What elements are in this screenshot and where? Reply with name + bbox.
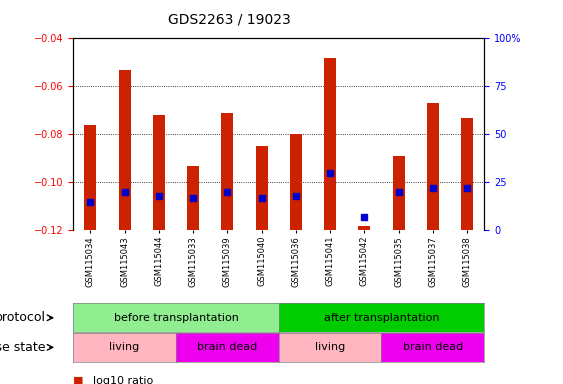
Bar <box>392 156 405 230</box>
Bar <box>256 146 267 230</box>
Text: ■: ■ <box>73 376 84 384</box>
Bar <box>324 58 336 230</box>
Bar <box>221 113 233 230</box>
Bar <box>358 225 370 230</box>
Bar <box>461 118 473 230</box>
Text: GDS2263 / 19023: GDS2263 / 19023 <box>168 13 291 27</box>
Bar <box>84 125 96 230</box>
Bar <box>153 115 165 230</box>
Text: before transplantation: before transplantation <box>114 313 238 323</box>
Text: living: living <box>109 342 140 353</box>
Text: disease state: disease state <box>0 341 46 354</box>
Bar <box>427 103 439 230</box>
Text: brain dead: brain dead <box>403 342 463 353</box>
Text: log10 ratio: log10 ratio <box>93 376 153 384</box>
Bar <box>187 166 199 230</box>
Text: after transplantation: after transplantation <box>324 313 439 323</box>
Bar <box>119 70 131 230</box>
Text: living: living <box>315 342 345 353</box>
Text: protocol: protocol <box>0 311 46 324</box>
Text: brain dead: brain dead <box>197 342 257 353</box>
Bar <box>290 134 302 230</box>
